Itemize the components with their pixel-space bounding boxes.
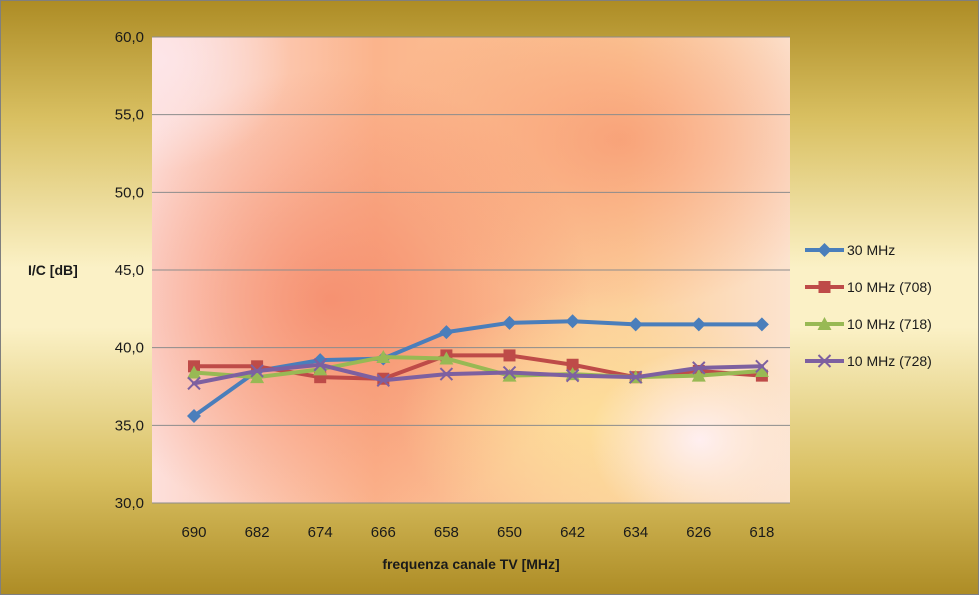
data-point (439, 351, 454, 365)
data-point (628, 370, 643, 384)
y-tick-label: 30,0 (115, 495, 144, 512)
legend-marker (817, 243, 832, 257)
data-point (376, 349, 391, 363)
series-4 (187, 358, 769, 391)
y-axis-ticks: 30,0 35,0 40,0 45,0 50,0 55,0 60,0 (115, 29, 144, 512)
gridlines (152, 36, 790, 504)
x-tick-label: 658 (434, 524, 459, 541)
x-tick-label: 666 (371, 524, 396, 541)
y-axis-title: I/C [dB] (28, 262, 78, 278)
data-point (628, 317, 643, 332)
x-axis-title: frequenza canale TV [MHz] (382, 556, 559, 572)
x-axis-ticks: 690 682 674 666 658 650 642 634 626 618 (181, 524, 774, 541)
y-tick-label: 50,0 (115, 184, 144, 201)
series-line (192, 319, 764, 419)
y-tick-label: 40,0 (115, 340, 144, 357)
legend-item: 10 MHz (708) (805, 279, 932, 295)
legend-label: 10 MHz (728) (847, 353, 932, 369)
legend-item: 10 MHz (728) (805, 353, 932, 369)
plot-area (152, 37, 790, 503)
data-point (566, 358, 579, 371)
legend: 30 MHz 10 MHz (708) 10 MHz (718) 10 MHz (72… (805, 242, 932, 369)
y-tick-label: 45,0 (115, 262, 144, 279)
x-tick-label: 674 (308, 524, 333, 541)
legend-marker (817, 317, 832, 330)
data-point (187, 365, 201, 379)
data-point (250, 370, 265, 384)
data-point (502, 365, 517, 380)
data-point (502, 368, 517, 382)
data-point (250, 364, 264, 378)
data-point (754, 317, 769, 332)
x-tick-label: 690 (181, 524, 206, 541)
data-point (503, 349, 516, 362)
data-point (755, 359, 769, 374)
y-tick-label: 55,0 (115, 107, 144, 124)
data-point (691, 368, 706, 382)
legend-item: 30 MHz (805, 242, 895, 258)
legend-label: 10 MHz (708) (847, 279, 932, 295)
x-tick-label: 634 (623, 524, 648, 541)
data-point (565, 368, 580, 383)
data-point (439, 367, 454, 381)
data-point (313, 358, 327, 372)
data-point (376, 373, 391, 387)
data-point (565, 314, 580, 329)
legend-marker (817, 354, 832, 368)
x-tick-label: 618 (749, 524, 774, 541)
data-point (502, 315, 517, 330)
data-point (313, 362, 328, 376)
data-point (439, 325, 454, 340)
y-tick-label: 35,0 (115, 417, 144, 434)
legend-marker (818, 281, 831, 293)
data-point (691, 317, 706, 332)
x-tick-label: 650 (497, 524, 522, 541)
legend-label: 10 MHz (718) (847, 316, 932, 332)
series-layer (187, 314, 769, 424)
data-point (187, 409, 201, 424)
legend-item: 10 MHz (718) (805, 316, 932, 332)
data-point (692, 361, 706, 375)
x-tick-label: 642 (560, 524, 585, 541)
data-point (754, 363, 769, 377)
series-line (192, 354, 764, 380)
legend-label: 30 MHz (847, 242, 895, 258)
y-tick-label: 60,0 (115, 29, 144, 46)
data-point (187, 376, 201, 391)
x-tick-label: 626 (686, 524, 711, 541)
x-tick-label: 682 (245, 524, 270, 541)
series-line (192, 362, 764, 386)
